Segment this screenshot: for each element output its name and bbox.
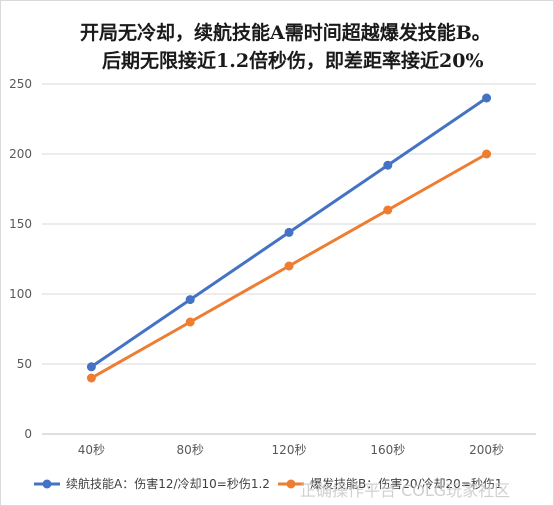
y-tick-label: 100 — [9, 287, 32, 301]
y-tick-label: 50 — [17, 357, 32, 371]
x-tick-label: 200秒 — [469, 443, 504, 457]
data-point — [185, 317, 195, 327]
series-lines — [90, 96, 488, 380]
gridlines — [42, 83, 536, 435]
data-point — [185, 295, 195, 305]
x-tick-label: 40秒 — [78, 443, 105, 457]
legend-swatch-marker — [42, 479, 52, 489]
y-tick-label: 0 — [24, 427, 32, 441]
legend-label: 爆发技能B：伤害20/冷却20=秒伤1 — [310, 476, 503, 491]
data-point — [86, 362, 96, 372]
y-tick-label: 200 — [9, 147, 32, 161]
series-points — [86, 93, 492, 383]
chart-title-line-1: 开局无冷却，续航技能A需时间超越爆发技能B。 — [80, 22, 491, 44]
data-point — [383, 205, 393, 215]
data-point — [284, 227, 294, 237]
data-point — [86, 373, 96, 383]
data-point — [284, 261, 294, 271]
watermark: 正确操作平台 COLG玩家社区 — [300, 481, 511, 500]
legend: 续航技能A：伤害12/冷却10=秒伤1.2 爆发技能B：伤害20/冷却20=秒伤1 — [34, 476, 503, 491]
y-tick-label: 150 — [9, 217, 32, 231]
chart-title-line-2: 后期无限接近1.2倍秒伤，即差距率接近20% — [102, 50, 484, 72]
data-point — [482, 93, 492, 103]
x-tick-label: 80秒 — [177, 443, 204, 457]
legend-label: 续航技能A：伤害12/冷却10=秒伤1.2 — [66, 476, 270, 491]
y-axis-ticks: 0 50 100 150 200 250 — [9, 77, 32, 441]
y-tick-label: 250 — [9, 77, 32, 91]
data-point — [383, 160, 393, 170]
x-tick-label: 120秒 — [272, 443, 307, 457]
legend-swatch-marker — [286, 479, 296, 489]
x-tick-label: 160秒 — [370, 443, 405, 457]
data-point — [482, 149, 492, 159]
x-axis-ticks: 40秒 80秒 120秒 160秒 200秒 — [78, 443, 504, 457]
